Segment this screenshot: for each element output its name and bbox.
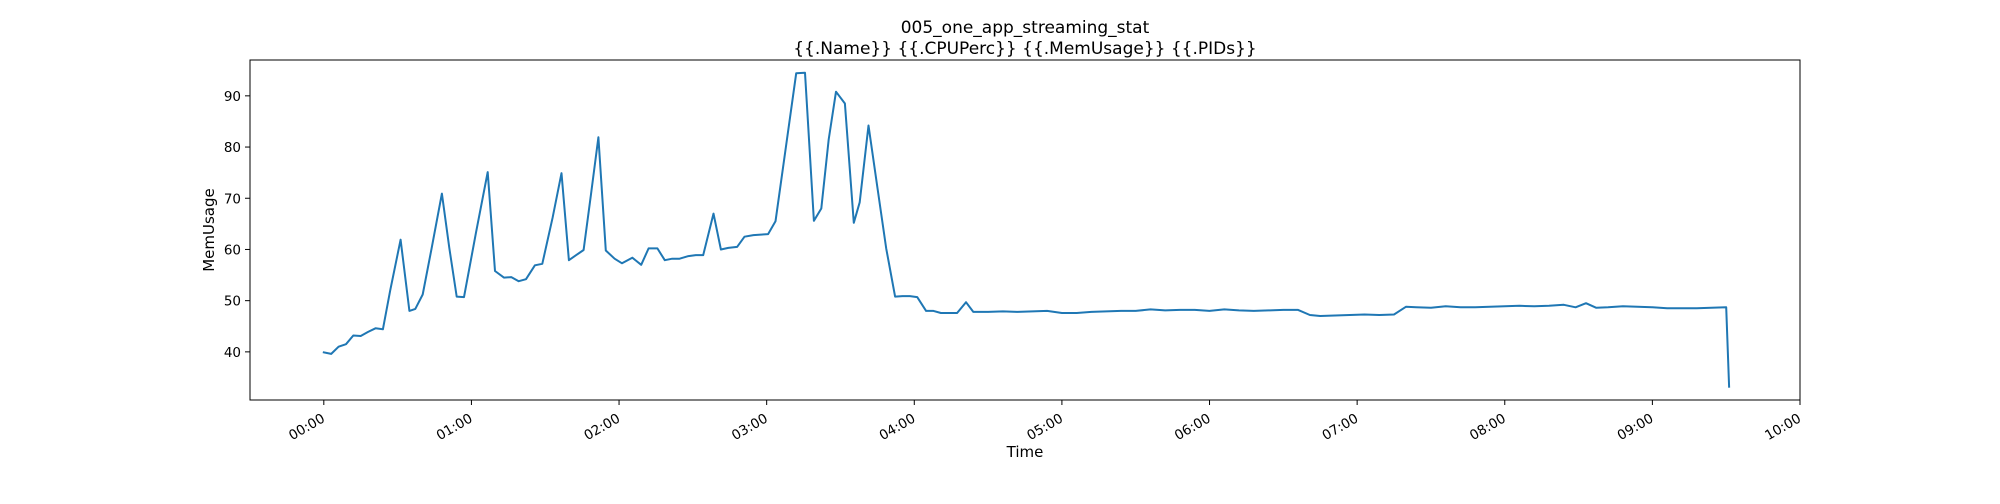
y-tick-label: 60 [224, 242, 241, 258]
y-tick-label: 70 [224, 191, 241, 207]
y-tick-label: 80 [224, 140, 241, 156]
plot-frame [249, 59, 1801, 401]
y-tick-label: 40 [224, 345, 241, 361]
x-axis-label: Time [1006, 443, 1044, 461]
y-tick-label: 90 [224, 89, 241, 105]
y-axis-ticks: 40 50 60 70 80 90 [224, 89, 250, 361]
series-line [322, 71, 1731, 388]
y-tick-label: 50 [224, 294, 241, 310]
chart-title: 005_one_app_streaming_stat [901, 18, 1150, 38]
chart-subtitle: {{.Name}} {{.CPUPerc}} {{.MemUsage}} {{.… [793, 39, 1257, 59]
plot-area [322, 71, 1731, 388]
y-axis-label: MemUsage [200, 188, 218, 272]
